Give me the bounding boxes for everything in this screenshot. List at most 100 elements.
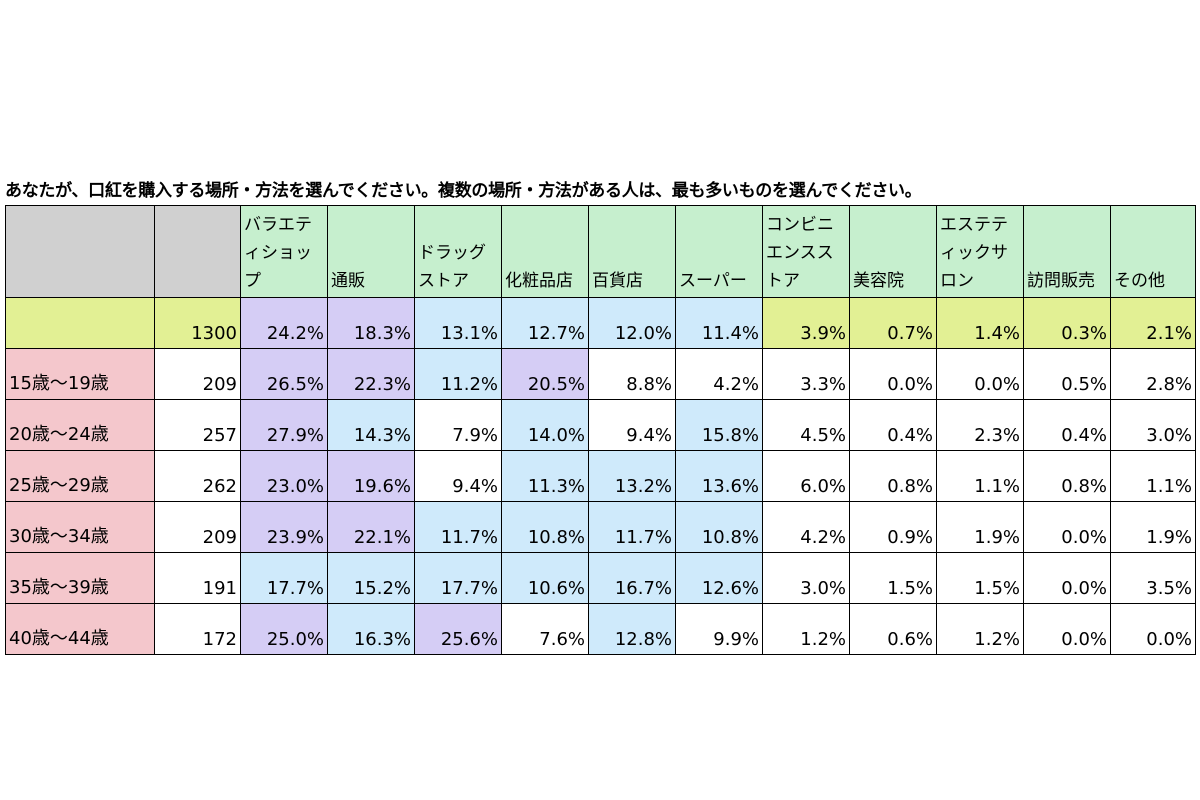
value-cell: 15.8%: [675, 399, 763, 451]
value-cell: 0.4%: [849, 399, 937, 451]
value-cell: 1.2%: [936, 603, 1024, 655]
value-cell: 22.3%: [327, 348, 415, 400]
value-cell: 7.9%: [414, 399, 502, 451]
column-header: 百貨店: [588, 205, 676, 298]
value-cell: 13.2%: [588, 450, 676, 502]
value-cell: 11.3%: [501, 450, 589, 502]
column-header: スーパー: [675, 205, 763, 298]
value-cell: 1.5%: [936, 552, 1024, 604]
value-cell: 3.0%: [762, 552, 850, 604]
value-cell: 9.9%: [675, 603, 763, 655]
value-cell: 1.1%: [936, 450, 1024, 502]
value-cell: 8.8%: [588, 348, 676, 400]
value-cell: 4.2%: [762, 501, 850, 553]
value-cell: 0.0%: [936, 348, 1024, 400]
value-cell: 0.8%: [849, 450, 937, 502]
value-cell: 14.0%: [501, 399, 589, 451]
value-cell: 12.8%: [588, 603, 676, 655]
value-cell: 10.8%: [501, 501, 589, 553]
value-cell: 2.3%: [936, 399, 1024, 451]
header-row: バラエティショップ 通販 ドラッグストア 化粧品店 百貨店 スーパー コンビニエンスストア美…: [5, 205, 1196, 298]
age-label-cell: 15歳～19歳: [5, 348, 155, 400]
value-cell: 6.0%: [762, 450, 850, 502]
value-cell: 0.3%: [1023, 297, 1111, 349]
header-blank-cell: [5, 205, 155, 298]
sample-size-cell: 209: [154, 348, 241, 400]
sample-size-cell: 257: [154, 399, 241, 451]
value-cell: 0.6%: [849, 603, 937, 655]
value-cell: 11.7%: [588, 501, 676, 553]
value-cell: 10.8%: [675, 501, 763, 553]
age-label-cell: 40歳～44歳: [5, 603, 155, 655]
sample-size-cell: 1300: [154, 297, 241, 349]
value-cell: 3.5%: [1110, 552, 1196, 604]
sample-size-cell: 209: [154, 501, 241, 553]
value-cell: 24.2%: [240, 297, 328, 349]
value-cell: 23.0%: [240, 450, 328, 502]
value-cell: 0.4%: [1023, 399, 1111, 451]
value-cell: 15.2%: [327, 552, 415, 604]
value-cell: 23.9%: [240, 501, 328, 553]
value-cell: 25.0%: [240, 603, 328, 655]
table-row: 25歳～29歳 262 23.0% 19.6% 9.4% 11.3% 13.2% 13.6% 6…: [5, 450, 1196, 502]
value-cell: 9.4%: [588, 399, 676, 451]
value-cell: 17.7%: [240, 552, 328, 604]
value-cell: 27.9%: [240, 399, 328, 451]
column-header: 美容院: [849, 205, 937, 298]
value-cell: 0.9%: [849, 501, 937, 553]
column-header: その他: [1110, 205, 1196, 298]
value-cell: 14.3%: [327, 399, 415, 451]
value-cell: 3.9%: [762, 297, 850, 349]
value-cell: 11.2%: [414, 348, 502, 400]
column-header: エステティックサロン: [936, 205, 1024, 298]
table-row: 20歳～24歳 257 27.9% 14.3% 7.9% 14.0% 9.4% 15.8% 4.…: [5, 399, 1196, 451]
age-label-cell: 25歳～29歳: [5, 450, 155, 502]
value-cell: 16.3%: [327, 603, 415, 655]
table-row: 15歳～19歳 209 26.5% 22.3% 11.2% 20.5% 8.8% 4.2% 3.…: [5, 348, 1196, 400]
sample-size-cell: 191: [154, 552, 241, 604]
value-cell: 11.4%: [675, 297, 763, 349]
value-cell: 10.6%: [501, 552, 589, 604]
value-cell: 3.3%: [762, 348, 850, 400]
age-label-cell: 20歳～24歳: [5, 399, 155, 451]
value-cell: 13.1%: [414, 297, 502, 349]
value-cell: 12.7%: [501, 297, 589, 349]
value-cell: 12.6%: [675, 552, 763, 604]
table-title: あなたが、口紅を購入する場所・方法を選んでください。複数の場所・方法がある人は、…: [5, 181, 922, 201]
column-header: 化粧品店: [501, 205, 589, 298]
value-cell: 2.1%: [1110, 297, 1196, 349]
age-label-cell: 30歳～34歳: [5, 501, 155, 553]
value-cell: 25.6%: [414, 603, 502, 655]
value-cell: 3.0%: [1110, 399, 1196, 451]
value-cell: 16.7%: [588, 552, 676, 604]
value-cell: 4.5%: [762, 399, 850, 451]
table-row: 30歳～34歳 209 23.9% 22.1% 11.7% 10.8% 11.7% 10.8%…: [5, 501, 1196, 553]
column-header: ドラッグストア: [414, 205, 502, 298]
column-header: バラエティショップ: [240, 205, 328, 298]
value-cell: 19.6%: [327, 450, 415, 502]
table-row: 40歳～44歳 172 25.0% 16.3% 25.6% 7.6% 12.8% 9.9% 1.…: [5, 603, 1196, 655]
value-cell: 17.7%: [414, 552, 502, 604]
value-cell: 1.4%: [936, 297, 1024, 349]
purchase-location-table: バラエティショップ 通販 ドラッグストア 化粧品店 百貨店 スーパー コンビニエンスストア美…: [5, 205, 1196, 655]
sample-size-cell: 172: [154, 603, 241, 655]
value-cell: 7.6%: [501, 603, 589, 655]
value-cell: 0.0%: [1023, 603, 1111, 655]
value-cell: 1.9%: [1110, 501, 1196, 553]
value-cell: 0.7%: [849, 297, 937, 349]
value-cell: 13.6%: [675, 450, 763, 502]
value-cell: 0.0%: [1023, 552, 1111, 604]
table-row: 35歳～39歳 191 17.7% 15.2% 17.7% 10.6% 16.7% 12.6%…: [5, 552, 1196, 604]
column-header: 通販: [327, 205, 415, 298]
value-cell: 1.1%: [1110, 450, 1196, 502]
value-cell: 18.3%: [327, 297, 415, 349]
value-cell: 0.5%: [1023, 348, 1111, 400]
value-cell: 1.2%: [762, 603, 850, 655]
sample-size-cell: 262: [154, 450, 241, 502]
value-cell: 0.0%: [849, 348, 937, 400]
value-cell: 2.8%: [1110, 348, 1196, 400]
value-cell: 1.9%: [936, 501, 1024, 553]
column-header: コンビニエンスストア: [762, 205, 850, 298]
value-cell: 12.0%: [588, 297, 676, 349]
value-cell: 4.2%: [675, 348, 763, 400]
